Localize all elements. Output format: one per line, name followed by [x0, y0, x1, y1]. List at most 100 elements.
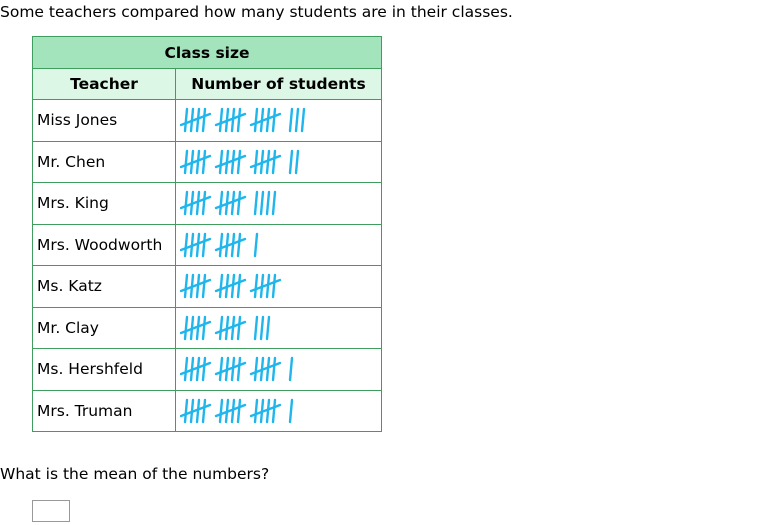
table-title: Class size [32, 36, 382, 69]
tally-stroke [230, 357, 236, 382]
tally-stroke [265, 274, 271, 299]
table-row: Mr. Chen [32, 140, 382, 183]
tally-stroke [236, 398, 242, 423]
tally-stroke [253, 398, 259, 423]
tally-stroke [265, 398, 271, 423]
tally-stroke [271, 357, 277, 382]
tally-stroke [218, 232, 224, 257]
tally-stroke [195, 232, 201, 257]
teacher-name: Mrs. Truman [32, 389, 176, 432]
tally-stroke [183, 357, 189, 382]
table-row: Ms. Hershfeld [32, 348, 382, 391]
tally-marks [175, 265, 382, 308]
tally-marks [175, 140, 382, 183]
table-row: Mrs. Woodworth [32, 223, 382, 266]
tally-stroke [218, 191, 224, 216]
tally-stroke [288, 108, 294, 133]
teacher-name: Miss Jones [32, 99, 176, 142]
tally-strike [214, 113, 247, 127]
tally-stroke [230, 232, 236, 257]
tally-stroke [218, 149, 224, 174]
tally-stroke [253, 108, 259, 133]
tally-stroke [218, 357, 224, 382]
tally-strike [214, 403, 247, 417]
tally-strike [180, 279, 212, 293]
tally-strike [249, 113, 282, 127]
answer-input[interactable] [32, 500, 70, 522]
tally-stroke [236, 108, 242, 133]
tally-stroke [271, 191, 277, 216]
tally-stroke [236, 274, 242, 299]
tally-stroke [259, 191, 265, 216]
table-row: Mrs. Truman [32, 389, 382, 432]
tally-strike [180, 403, 212, 417]
tally-stroke [271, 398, 277, 423]
tally-strike [249, 154, 282, 168]
tally-stroke [183, 149, 189, 174]
tally-graphic [180, 315, 271, 340]
tally-stroke [230, 149, 236, 174]
tally-marks [175, 99, 382, 142]
teacher-name: Mr. Chen [32, 140, 176, 183]
teacher-name: Ms. Hershfeld [32, 348, 176, 391]
tally-stroke [195, 398, 201, 423]
teacher-name: Ms. Katz [32, 265, 176, 308]
tally-stroke [253, 315, 259, 340]
tally-graphic [180, 357, 294, 382]
tally-stroke [201, 149, 207, 174]
tally-strike [249, 279, 282, 293]
tally-stroke [201, 191, 207, 216]
tally-graphic [180, 108, 306, 133]
tally-stroke [201, 398, 207, 423]
tally-stroke [183, 398, 189, 423]
tally-strike [214, 237, 247, 251]
tally-graphic [180, 398, 294, 423]
tally-stroke [294, 108, 300, 133]
tally-stroke [195, 315, 201, 340]
tally-strike [214, 196, 247, 210]
teacher-name: Mrs. Woodworth [32, 223, 176, 266]
tally-strike [249, 403, 282, 417]
tally-stroke [218, 398, 224, 423]
intro-text: Some teachers compared how many students… [0, 3, 513, 21]
tally-stroke [253, 357, 259, 382]
tally-stroke [195, 108, 201, 133]
tally-strike [214, 320, 247, 334]
tally-strike [180, 362, 212, 376]
tally-stroke [201, 315, 207, 340]
tally-stroke [288, 398, 294, 423]
tally-stroke [265, 191, 271, 216]
tally-stroke [236, 149, 242, 174]
tally-marks [175, 348, 382, 391]
tally-strike [249, 362, 282, 376]
question-text: What is the mean of the numbers? [0, 465, 270, 483]
tally-marks [175, 389, 382, 432]
tally-graphic [180, 191, 277, 216]
tally-stroke [236, 232, 242, 257]
tally-stroke [218, 108, 224, 133]
tally-strike [214, 154, 247, 168]
tally-stroke [288, 357, 294, 382]
tally-stroke [201, 108, 207, 133]
tally-stroke [271, 108, 277, 133]
tally-stroke [183, 108, 189, 133]
tally-stroke [183, 274, 189, 299]
tally-stroke [271, 149, 277, 174]
tally-stroke [230, 108, 236, 133]
tally-stroke [271, 274, 277, 299]
tally-graphic [180, 232, 259, 257]
tally-stroke [218, 315, 224, 340]
tally-stroke [195, 274, 201, 299]
table-row: Mrs. King [32, 182, 382, 225]
tally-stroke [265, 149, 271, 174]
tally-stroke [294, 149, 300, 174]
tally-strike [180, 320, 212, 334]
tally-stroke [253, 191, 259, 216]
tally-stroke [259, 315, 265, 340]
tally-stroke [253, 274, 259, 299]
tally-stroke [265, 108, 271, 133]
tally-stroke [236, 357, 242, 382]
tally-stroke [230, 191, 236, 216]
tally-marks [175, 223, 382, 266]
tally-marks [175, 306, 382, 349]
